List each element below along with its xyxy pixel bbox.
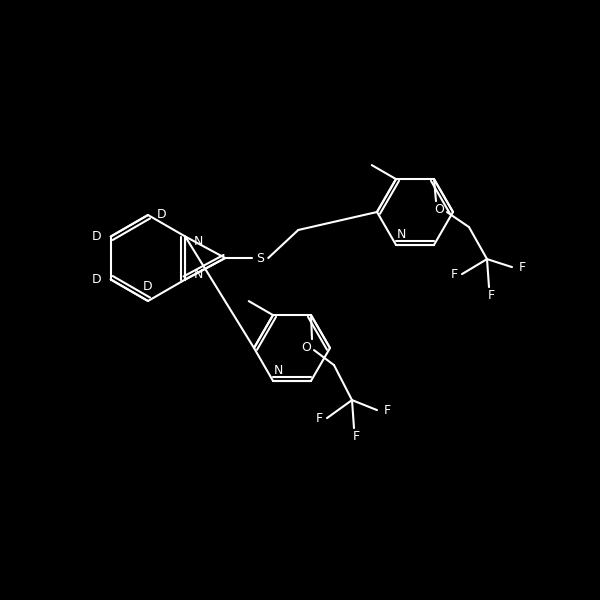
Text: F: F: [316, 412, 323, 425]
Text: O: O: [301, 341, 311, 353]
Text: F: F: [451, 268, 458, 281]
Text: D: D: [92, 273, 101, 286]
Text: F: F: [352, 430, 359, 443]
Text: S: S: [256, 251, 264, 265]
Text: F: F: [518, 260, 526, 274]
Text: F: F: [487, 289, 494, 302]
Text: D: D: [143, 280, 153, 293]
Text: N: N: [397, 229, 406, 241]
Text: N: N: [194, 268, 203, 281]
Text: F: F: [383, 404, 391, 416]
Text: D: D: [157, 208, 167, 221]
Text: N: N: [274, 364, 283, 377]
Text: D: D: [92, 230, 101, 243]
Text: O: O: [434, 203, 444, 215]
Text: N: N: [194, 235, 203, 248]
